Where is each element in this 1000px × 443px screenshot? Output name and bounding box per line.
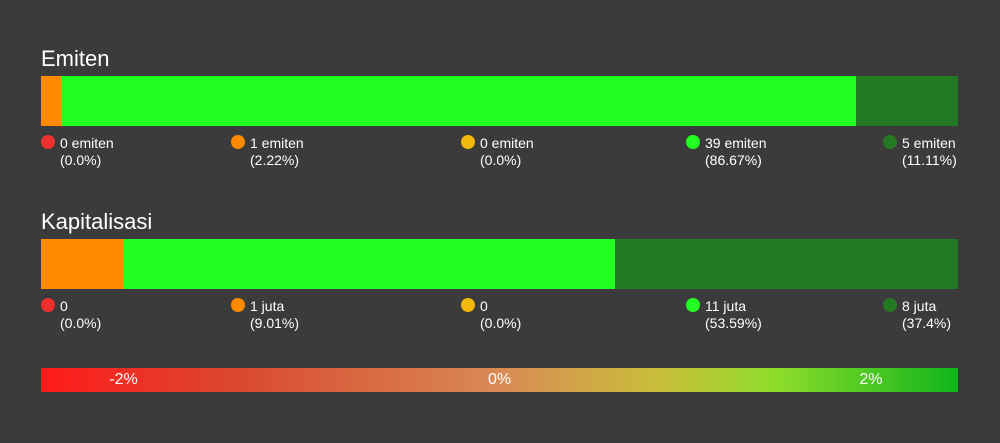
legend-dot-icon [41, 135, 55, 149]
legend-percent: (37.4%) [902, 315, 952, 331]
legend-dot-icon [461, 135, 475, 149]
legend-percent: (2.22%) [250, 152, 300, 168]
kapitalisasi-legend: 0 (0.0%) 1 juta (9.01%) 0 (0.0%) 11 juta (53.59… [41, 298, 958, 342]
bar-segment-1 [41, 239, 124, 289]
legend-dot-icon [686, 298, 700, 312]
kapitalisasi-stacked-bar [41, 239, 958, 289]
legend-item-3: 39 emiten (86.67%) [686, 135, 766, 169]
legend-count: 8 juta [902, 298, 937, 314]
scale-label-negative: -2% [109, 371, 138, 388]
bar-segment-4 [856, 76, 958, 126]
legend-dot-icon [686, 135, 700, 149]
emiten-title: Emiten [41, 46, 110, 71]
legend-percent: (0.0%) [480, 315, 522, 331]
emiten-section: Emiten 0 emiten (0.0%) 1 emiten (2.22%) 0 em… [41, 46, 958, 179]
emiten-legend: 0 emiten (0.0%) 1 emiten (2.22%) 0 emiten (0.… [41, 135, 958, 179]
legend-percent: (53.59%) [705, 315, 762, 331]
legend-count: 0 [60, 298, 68, 314]
legend-dot-icon [883, 298, 897, 312]
legend-dot-icon [883, 135, 897, 149]
legend-count: 11 juta [705, 298, 746, 314]
legend-item-2: 0 emiten (0.0%) [461, 135, 534, 169]
legend-dot-icon [231, 135, 245, 149]
legend-dot-icon [231, 298, 245, 312]
legend-count: 5 emiten [902, 135, 956, 151]
scale-label-positive: 2% [859, 371, 883, 388]
legend-percent: (9.01%) [250, 315, 300, 331]
legend-item-0: 0 emiten (0.0%) [41, 135, 114, 169]
legend-count: 39 emiten [705, 135, 767, 151]
legend-item-1: 1 juta (9.01%) [231, 298, 299, 332]
legend-item-1: 1 emiten (2.22%) [231, 135, 304, 169]
bar-segment-3 [61, 76, 857, 126]
legend-percent: (11.11%) [902, 152, 957, 168]
legend-item-2: 0 (0.0%) [461, 298, 521, 332]
change-color-scale: -2% 0% 2% [41, 368, 958, 392]
legend-count: 1 juta [250, 298, 285, 314]
legend-item-4: 5 emiten (11.11%) [883, 135, 957, 169]
legend-dot-icon [41, 298, 55, 312]
legend-count: 0 emiten [60, 135, 114, 151]
legend-item-4: 8 juta (37.4%) [883, 298, 951, 332]
bar-segment-4 [615, 239, 958, 289]
legend-item-0: 0 (0.0%) [41, 298, 101, 332]
legend-dot-icon [461, 298, 475, 312]
legend-percent: (0.0%) [60, 152, 102, 168]
bar-segment-3 [123, 239, 616, 289]
legend-percent: (86.67%) [705, 152, 762, 168]
legend-item-3: 11 juta (53.59%) [686, 298, 762, 332]
legend-percent: (0.0%) [60, 315, 102, 331]
kapitalisasi-title: Kapitalisasi [41, 209, 153, 234]
legend-count: 0 emiten [480, 135, 534, 151]
legend-percent: (0.0%) [480, 152, 522, 168]
emiten-stacked-bar [41, 76, 958, 126]
scale-label-zero: 0% [487, 371, 512, 388]
kapitalisasi-section: Kapitalisasi 0 (0.0%) 1 juta (9.01%) 0 (0.0%)… [41, 209, 958, 342]
legend-count: 1 emiten [250, 135, 304, 151]
bar-segment-1 [41, 76, 62, 126]
legend-count: 0 [480, 298, 488, 314]
